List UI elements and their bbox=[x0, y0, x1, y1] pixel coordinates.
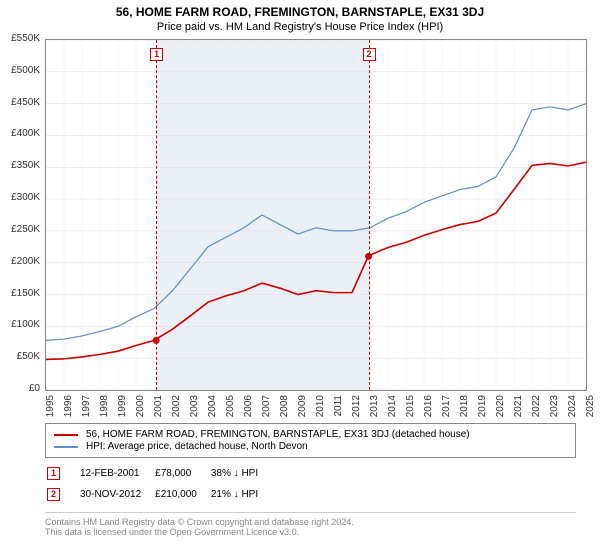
event-price: £78,000 bbox=[155, 464, 209, 483]
legend: 56, HOME FARM ROAD, FREMINGTON, BARNSTAP… bbox=[45, 423, 576, 458]
x-tick-label: 1998 bbox=[99, 395, 110, 425]
x-tick-label: 2006 bbox=[243, 395, 254, 425]
chart-subtitle: Price paid vs. HM Land Registry's House … bbox=[0, 19, 600, 39]
x-tick-label: 2022 bbox=[531, 395, 542, 425]
y-tick-label: £250K bbox=[0, 224, 40, 235]
legend-label: 56, HOME FARM ROAD, FREMINGTON, BARNSTAP… bbox=[86, 429, 470, 440]
x-tick-label: 2004 bbox=[207, 395, 218, 425]
x-tick-label: 2010 bbox=[315, 395, 326, 425]
x-tick-label: 2013 bbox=[369, 395, 380, 425]
chart-title: 56, HOME FARM ROAD, FREMINGTON, BARNSTAP… bbox=[0, 0, 600, 19]
y-tick-label: £150K bbox=[0, 288, 40, 299]
y-tick-label: £450K bbox=[0, 97, 40, 108]
x-tick-label: 2014 bbox=[387, 395, 398, 425]
x-tick-label: 2001 bbox=[153, 395, 164, 425]
x-tick-label: 2025 bbox=[585, 395, 596, 425]
x-tick-label: 2016 bbox=[423, 395, 434, 425]
x-tick-label: 1999 bbox=[117, 395, 128, 425]
x-tick-label: 2012 bbox=[351, 395, 362, 425]
y-tick-label: £350K bbox=[0, 160, 40, 171]
footer-line-2: This data is licensed under the Open Gov… bbox=[45, 527, 576, 537]
x-tick-label: 2008 bbox=[279, 395, 290, 425]
x-tick-label: 2007 bbox=[261, 395, 272, 425]
x-tick-label: 1996 bbox=[63, 395, 74, 425]
y-tick-label: £550K bbox=[0, 33, 40, 44]
y-tick-label: £400K bbox=[0, 128, 40, 139]
footer: Contains HM Land Registry data © Crown c… bbox=[45, 512, 576, 537]
y-tick-label: £0 bbox=[0, 383, 40, 394]
x-tick-label: 2024 bbox=[567, 395, 578, 425]
chart-container: 56, HOME FARM ROAD, FREMINGTON, BARNSTAP… bbox=[0, 0, 600, 560]
event-delta: 21% ↓ HPI bbox=[211, 485, 270, 504]
chart-area: £0£50K£100K£150K£200K£250K£300K£350K£400… bbox=[35, 39, 595, 419]
legend-swatch bbox=[54, 434, 78, 436]
plot-area: 12 bbox=[45, 39, 587, 391]
legend-row: HPI: Average price, detached house, Nort… bbox=[54, 441, 567, 452]
event-marker-box: 2 bbox=[363, 48, 376, 61]
event-price: £210,000 bbox=[155, 485, 209, 504]
x-tick-label: 2000 bbox=[135, 395, 146, 425]
event-row: 230-NOV-2012£210,00021% ↓ HPI bbox=[47, 485, 270, 504]
x-tick-label: 2015 bbox=[405, 395, 416, 425]
event-delta: 38% ↓ HPI bbox=[211, 464, 270, 483]
x-tick-label: 2018 bbox=[459, 395, 470, 425]
plot-svg bbox=[46, 40, 586, 390]
x-tick-label: 1997 bbox=[81, 395, 92, 425]
x-tick-label: 2019 bbox=[477, 395, 488, 425]
legend-label: HPI: Average price, detached house, Nort… bbox=[86, 441, 308, 452]
y-tick-label: £200K bbox=[0, 256, 40, 267]
x-tick-label: 2002 bbox=[171, 395, 182, 425]
y-tick-label: £50K bbox=[0, 351, 40, 362]
x-tick-label: 1995 bbox=[45, 395, 56, 425]
y-tick-label: £300K bbox=[0, 192, 40, 203]
x-tick-label: 2020 bbox=[495, 395, 506, 425]
event-marker-box: 1 bbox=[150, 48, 163, 61]
event-num: 1 bbox=[47, 464, 78, 483]
x-tick-label: 2003 bbox=[189, 395, 200, 425]
event-row: 112-FEB-2001£78,00038% ↓ HPI bbox=[47, 464, 270, 483]
legend-swatch bbox=[54, 446, 78, 448]
y-tick-label: £100K bbox=[0, 319, 40, 330]
x-tick-label: 2021 bbox=[513, 395, 524, 425]
x-tick-label: 2005 bbox=[225, 395, 236, 425]
x-tick-label: 2023 bbox=[549, 395, 560, 425]
y-tick-label: £500K bbox=[0, 65, 40, 76]
event-line bbox=[156, 40, 157, 390]
event-date: 12-FEB-2001 bbox=[80, 464, 153, 483]
legend-row: 56, HOME FARM ROAD, FREMINGTON, BARNSTAP… bbox=[54, 429, 567, 440]
x-tick-label: 2011 bbox=[333, 395, 344, 425]
event-line bbox=[369, 40, 370, 390]
events-table: 112-FEB-2001£78,00038% ↓ HPI 230-NOV-2012… bbox=[45, 462, 272, 506]
x-tick-label: 2017 bbox=[441, 395, 452, 425]
event-date: 30-NOV-2012 bbox=[80, 485, 153, 504]
x-tick-label: 2009 bbox=[297, 395, 308, 425]
footer-line-1: Contains HM Land Registry data © Crown c… bbox=[45, 517, 576, 527]
event-num: 2 bbox=[47, 485, 78, 504]
